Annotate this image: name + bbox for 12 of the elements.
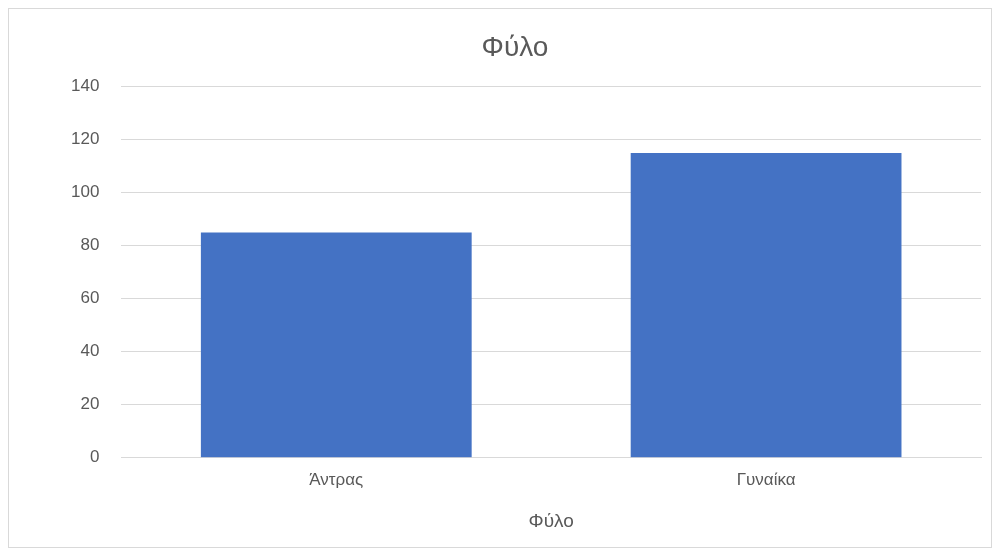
x-tick-label: Άντρας bbox=[309, 469, 364, 489]
x-axis-title: Φύλο bbox=[528, 509, 574, 531]
x-tick-label: Γυναίκα bbox=[736, 469, 796, 489]
y-tick-label: 40 bbox=[80, 341, 100, 361]
y-tick-label: 100 bbox=[70, 182, 100, 202]
y-tick-label: 120 bbox=[70, 129, 100, 149]
y-tick-label: 140 bbox=[70, 76, 100, 96]
y-tick-label: 60 bbox=[80, 288, 100, 308]
y-tick-label: 80 bbox=[80, 235, 100, 255]
y-tick-label: 0 bbox=[89, 447, 100, 467]
y-tick-label: 20 bbox=[80, 394, 100, 414]
chart-title: Φύλο bbox=[481, 30, 549, 62]
